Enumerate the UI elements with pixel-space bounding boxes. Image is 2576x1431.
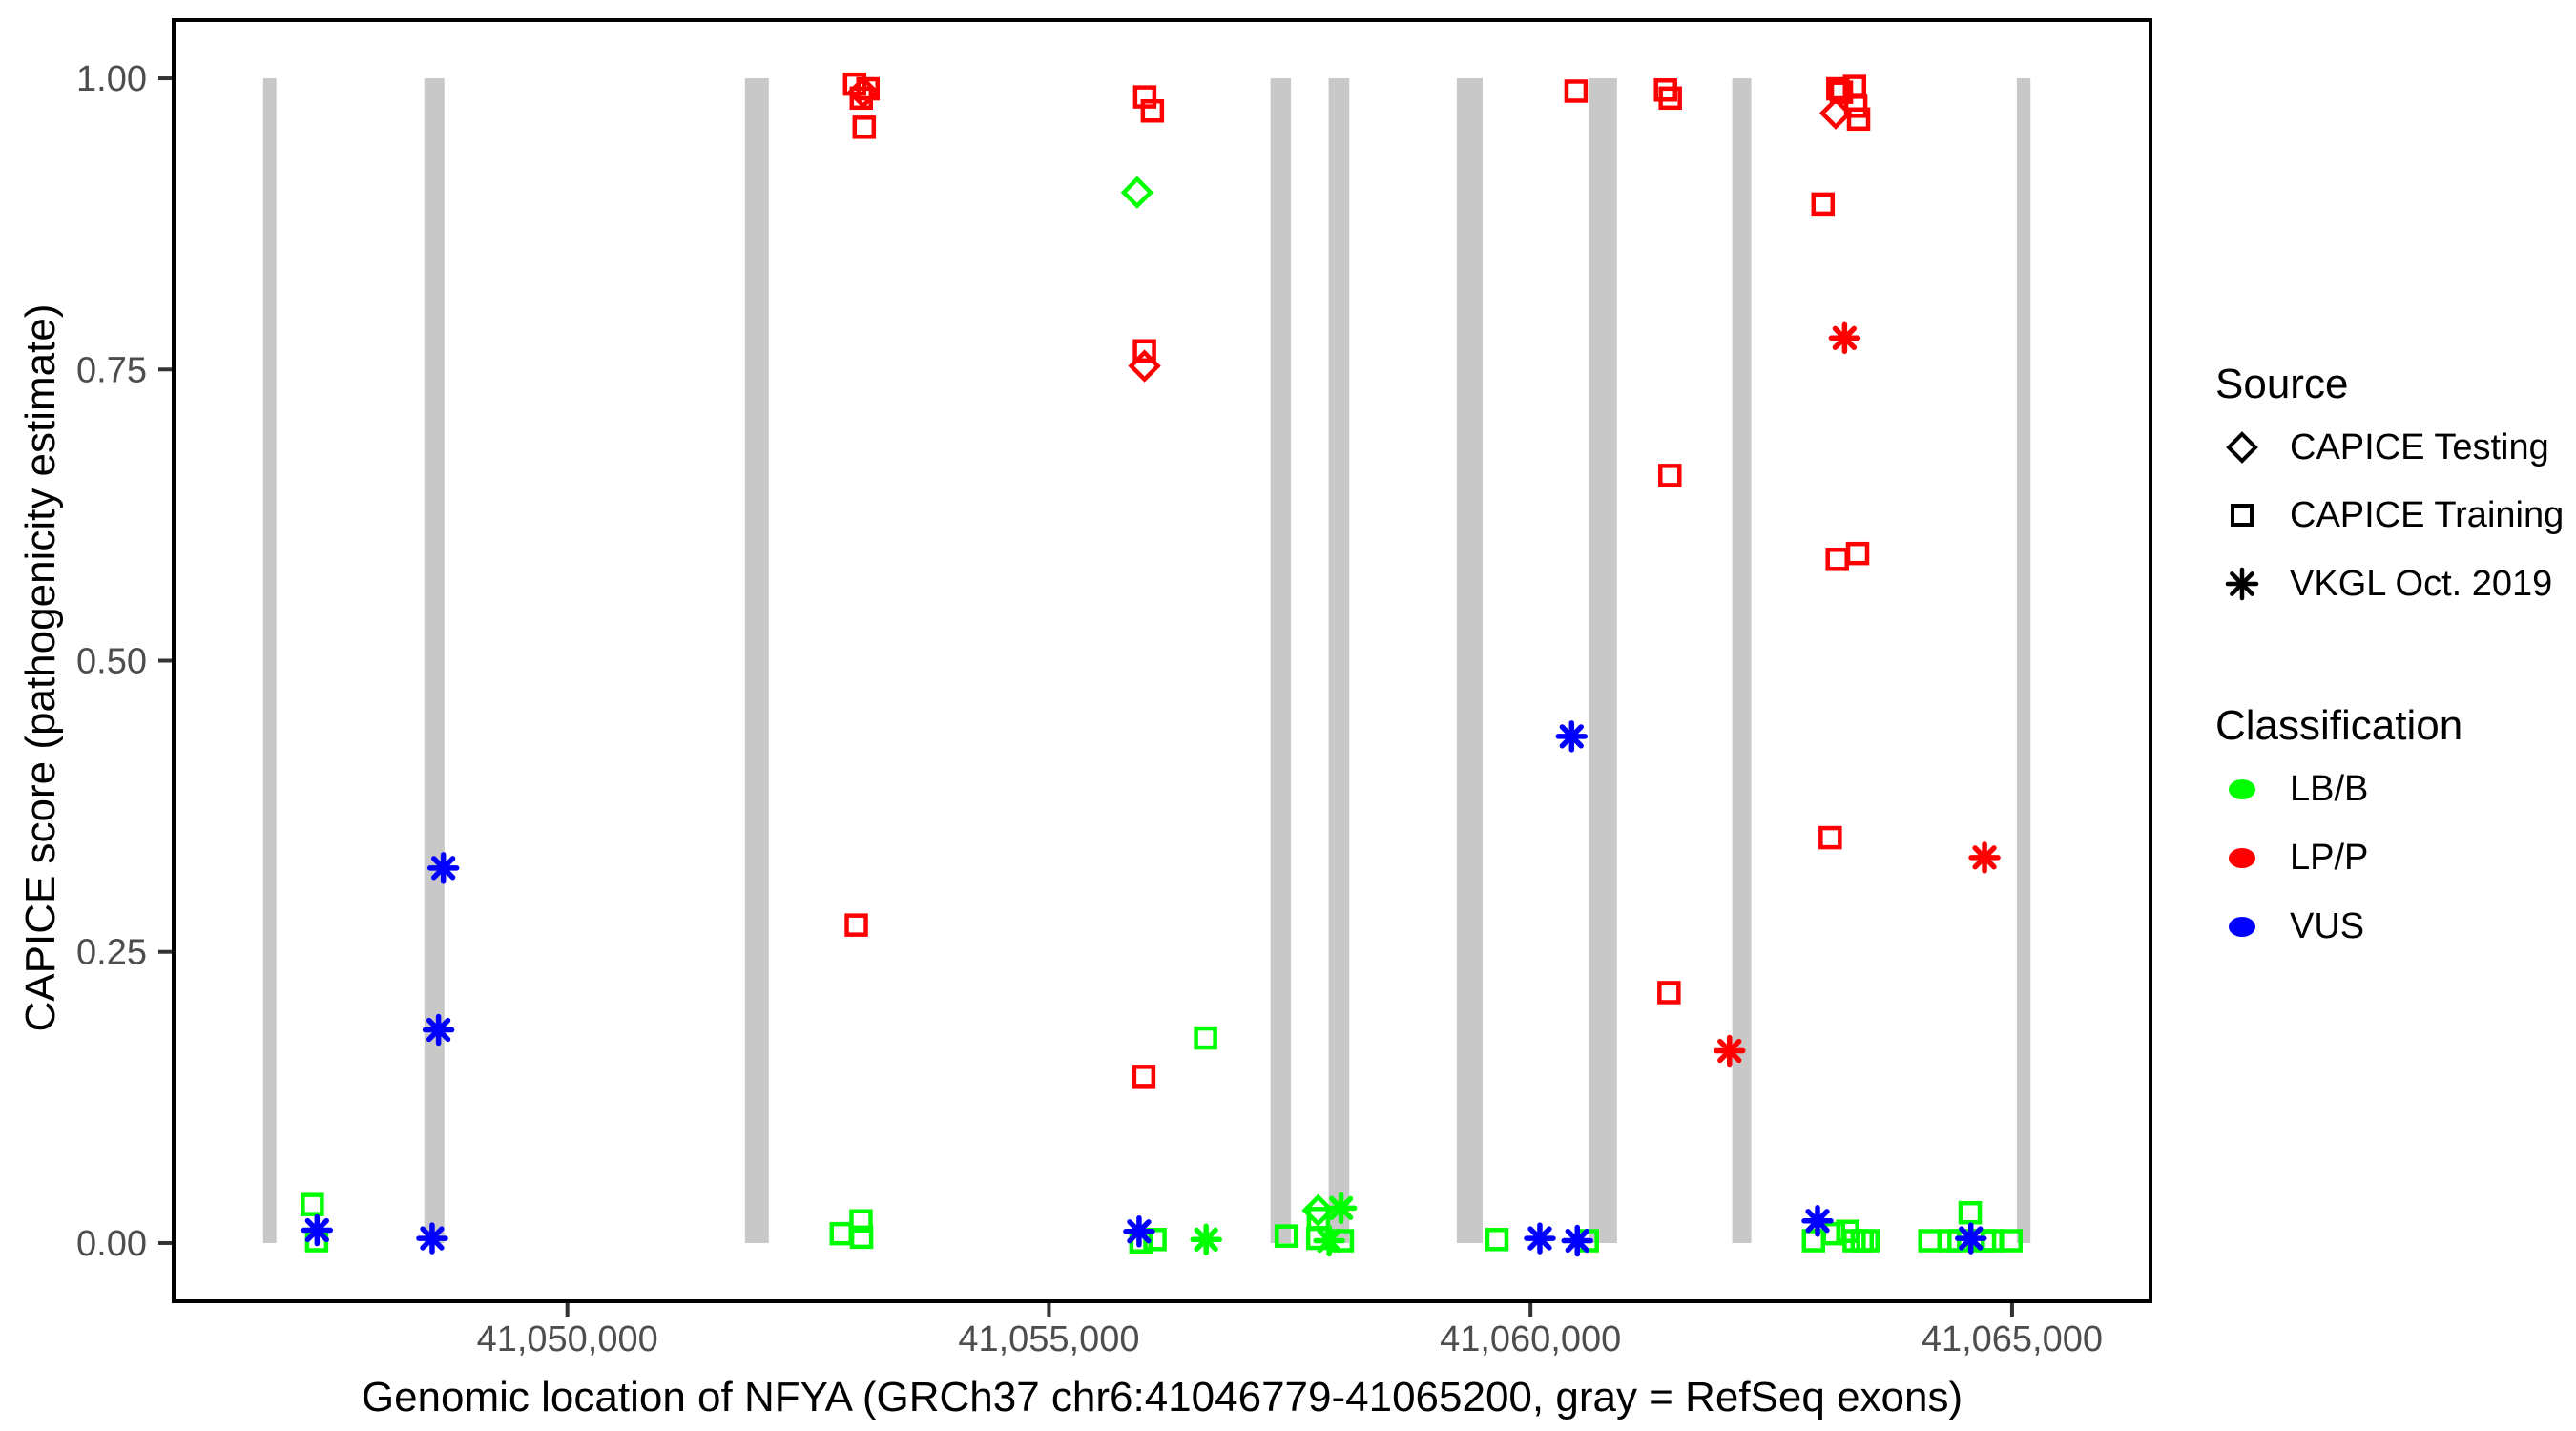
x-axis-title: Genomic location of NFYA (GRCh37 chr6:41…	[361, 1374, 1963, 1421]
exon-bar	[2016, 78, 2031, 1243]
y-axis-title: CAPICE score (pathogenicity estimate)	[17, 303, 64, 1032]
point-square	[1658, 86, 1682, 111]
exon-bar	[1270, 78, 1292, 1243]
point-asterisk	[1324, 1192, 1358, 1225]
legend-item-lpp: LP/P	[2215, 831, 2368, 884]
point-square	[1826, 76, 1850, 101]
legend: Source CAPICE Testing CAPICE Training	[2215, 0, 2576, 1431]
point-square	[1845, 541, 1870, 566]
point-asterisk	[1954, 1222, 1987, 1255]
legend-item-capice-training: CAPICE Training	[2215, 488, 2564, 542]
point-diamond	[846, 75, 880, 109]
legend-item-label: VUS	[2290, 905, 2365, 946]
point-asterisk	[1561, 1224, 1593, 1257]
point-square	[849, 1209, 873, 1234]
legend-item-label: LB/B	[2290, 768, 2369, 809]
y-tick-label: 0.00	[76, 1224, 147, 1264]
point-square	[829, 1221, 854, 1246]
legend-item-vus: VUS	[2215, 900, 2364, 953]
legend-source-title: Source	[2215, 361, 2349, 407]
exon-bar	[262, 78, 277, 1243]
point-square	[1829, 80, 1854, 104]
point-square	[1657, 981, 1681, 1005]
point-square	[1801, 1229, 1826, 1253]
point-asterisk	[1828, 321, 1861, 355]
point-asterisk	[1313, 1224, 1345, 1257]
panel-border	[172, 18, 2152, 1303]
point-diamond	[1818, 96, 1853, 130]
point-asterisk	[1801, 1205, 1834, 1237]
point-square	[1132, 1065, 1156, 1089]
x-tick-label: 41,050,000	[477, 1319, 658, 1359]
point-asterisk	[1555, 720, 1589, 753]
legend-item-lbb: LB/B	[2215, 762, 2368, 816]
point-asterisk	[426, 852, 460, 884]
point-diamond	[1120, 176, 1154, 209]
point-square	[1856, 1229, 1880, 1253]
point-square	[842, 72, 867, 96]
point-square	[1958, 1200, 1983, 1225]
legend-item-label: LP/P	[2290, 837, 2369, 878]
point-square	[1658, 464, 1682, 487]
point-asterisk	[1524, 1222, 1556, 1255]
point-square	[1846, 107, 1871, 132]
point-square	[844, 913, 868, 937]
y-tick-label: 0.25	[76, 933, 147, 973]
exon-bar	[1328, 78, 1350, 1243]
point-square	[301, 1192, 324, 1216]
green-dot-icon	[2215, 778, 2269, 799]
point-square	[1132, 339, 1156, 363]
point-square	[849, 1225, 874, 1250]
diamond-icon	[2215, 426, 2269, 468]
x-tick-label: 41,055,000	[958, 1319, 1139, 1359]
asterisk-icon	[2215, 563, 2269, 605]
point-square	[1825, 548, 1849, 571]
y-tick-label: 1.00	[76, 59, 147, 99]
x-tick-label: 41,060,000	[1440, 1319, 1621, 1359]
square-icon	[2215, 494, 2269, 536]
point-asterisk	[1190, 1223, 1222, 1256]
point-square	[1485, 1228, 1509, 1252]
point-square	[852, 115, 877, 139]
legend-item-label: CAPICE Training	[2290, 494, 2565, 535]
point-square	[1140, 98, 1165, 123]
point-square	[1818, 825, 1842, 850]
legend-item-label: CAPICE Testing	[2290, 426, 2549, 467]
exon-bar	[424, 78, 445, 1243]
point-square	[1811, 192, 1836, 217]
point-diamond	[1128, 349, 1161, 383]
point-asterisk	[416, 1222, 448, 1255]
y-tick-label: 0.75	[76, 350, 147, 390]
x-tick-label: 41,065,000	[1922, 1319, 2103, 1359]
legend-item-vkgl: VKGL Oct. 2019	[2215, 557, 2552, 611]
exon-bar	[1456, 78, 1483, 1243]
point-square	[1194, 1026, 1217, 1050]
point-asterisk	[301, 1213, 334, 1247]
exon-bar	[1589, 78, 1617, 1243]
point-asterisk	[1713, 1034, 1746, 1068]
legend-classification-title: Classification	[2215, 702, 2463, 749]
exon-bar	[744, 78, 769, 1243]
point-asterisk	[1968, 841, 2001, 874]
blue-dot-icon	[2215, 916, 2269, 937]
exon-bar	[1732, 78, 1752, 1243]
point-asterisk	[1123, 1214, 1155, 1248]
point-square	[1918, 1229, 1942, 1253]
point-square	[1564, 79, 1589, 103]
point-square	[1274, 1224, 1298, 1248]
point-square	[1843, 94, 1868, 118]
y-tick-label: 0.50	[76, 642, 147, 682]
legend-item-capice-testing: CAPICE Testing	[2215, 421, 2549, 474]
point-square	[1999, 1229, 2023, 1253]
red-dot-icon	[2215, 847, 2269, 868]
point-asterisk	[422, 1013, 455, 1047]
legend-item-label: VKGL Oct. 2019	[2290, 563, 2553, 604]
